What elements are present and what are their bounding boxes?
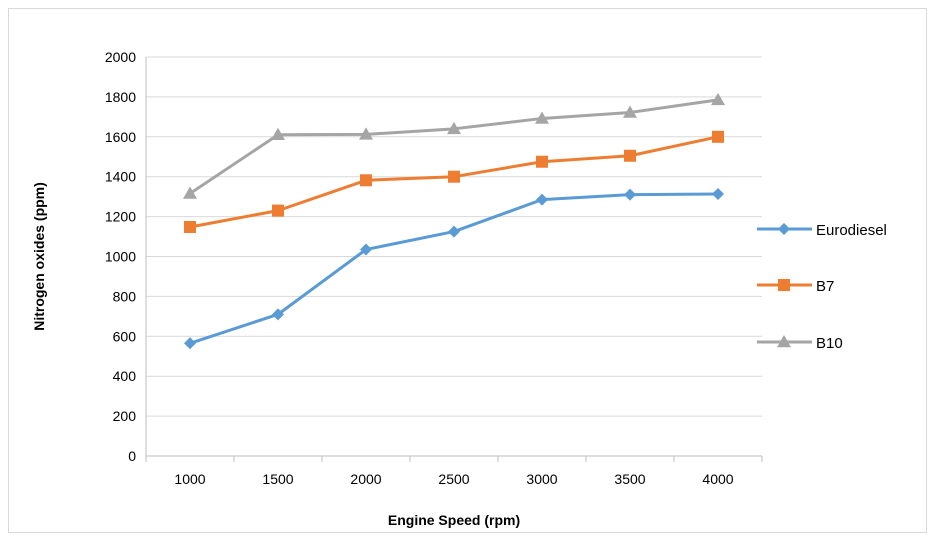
x-tick-2000: 2000 [350,471,381,487]
point-b10-4000 [711,92,725,106]
point-b7-1000 [184,220,196,233]
gridlines [146,56,762,417]
y-axis-title: Nitrogen oxides (ppm) [31,182,47,331]
chart-frame [8,8,927,533]
y-tick-600: 600 [113,328,137,344]
point-b10-3500 [623,105,637,118]
x-tick-1000: 1000 [174,471,205,487]
y-tick-2000: 2000 [105,49,136,65]
x-tick-2500: 2500 [438,471,469,487]
y-tick-1800: 1800 [105,89,136,105]
point-eurodiesel-1500 [272,308,284,321]
y-tick-labels: 0 200 400 600 800 1000 1200 1400 1600 1800 2000 [105,49,136,464]
legend-marker-b10 [777,335,791,348]
y-tick-0: 0 [128,448,136,464]
y-tick-1400: 1400 [105,169,136,185]
point-eurodiesel-1000 [184,337,196,350]
legend-marker-b7 [778,279,790,291]
legend: Eurodiesel B7 B10 [757,222,887,352]
legend-marker-eurodiesel [778,223,790,235]
legend-label-b10: B10 [816,335,843,352]
y-tick-800: 800 [113,288,137,304]
point-b10-3000 [535,111,549,124]
point-b10-1500 [271,127,285,141]
y-tick-200: 200 [113,408,137,424]
y-tick-1000: 1000 [105,249,136,265]
x-tick-4000: 4000 [702,471,733,487]
point-b7-4000 [712,130,724,143]
x-tick-3500: 3500 [614,471,645,487]
series-markers [183,92,725,350]
point-eurodiesel-3000 [536,193,548,206]
point-b7-2000 [360,174,372,187]
legend-label-b7: B7 [816,278,834,295]
point-b7-3000 [536,155,548,168]
legend-label-eurodiesel: Eurodiesel [816,222,887,239]
point-eurodiesel-4000 [712,188,724,201]
point-b7-3500 [624,149,636,162]
point-b7-2500 [448,170,460,183]
point-eurodiesel-2000 [360,243,372,256]
point-b10-1000 [183,186,197,199]
y-tick-400: 400 [113,368,137,384]
x-tick-1500: 1500 [262,471,293,487]
point-eurodiesel-2500 [448,225,460,238]
x-tick-labels: 1000 1500 2000 2500 3000 3500 4000 [174,471,733,487]
y-tick-1600: 1600 [105,129,136,145]
x-axis-title: Engine Speed (rpm) [388,512,520,528]
point-b7-1500 [272,204,284,217]
axes [145,57,763,462]
x-tick-3000: 3000 [526,471,557,487]
point-b10-2500 [447,121,461,135]
point-eurodiesel-3500 [624,188,636,201]
point-b10-2000 [359,127,373,140]
y-tick-1200: 1200 [105,209,136,225]
